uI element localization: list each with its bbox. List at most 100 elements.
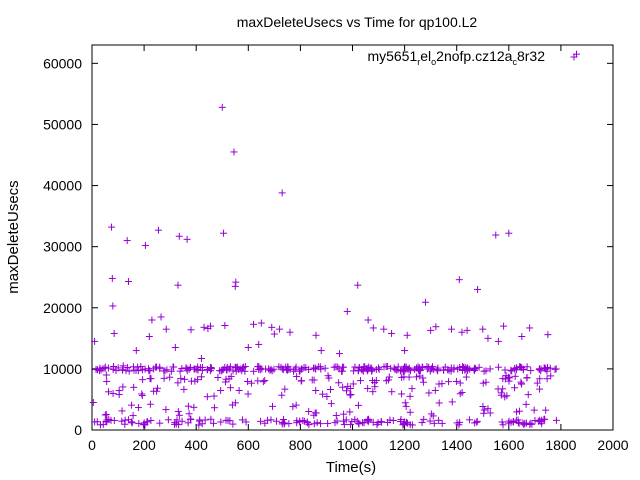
data-point xyxy=(162,325,170,333)
data-point xyxy=(92,365,100,373)
x-tick-label: 2000 xyxy=(597,437,628,453)
data-point xyxy=(232,278,240,286)
y-tick-label: 10000 xyxy=(43,361,82,377)
data-point xyxy=(214,373,222,381)
data-point xyxy=(346,421,354,429)
data-point xyxy=(471,419,479,427)
data-point xyxy=(244,377,252,385)
data-point xyxy=(103,418,111,426)
data-point xyxy=(160,367,168,375)
plot-area xyxy=(91,44,614,431)
data-point xyxy=(430,419,438,427)
data-point xyxy=(543,375,551,383)
data-point xyxy=(354,401,362,409)
data-point xyxy=(135,419,143,427)
data-point xyxy=(162,406,170,414)
x-tick-label: 0 xyxy=(88,437,96,453)
data-point xyxy=(415,364,423,372)
data-point xyxy=(226,417,234,425)
data-point xyxy=(432,323,440,331)
data-point xyxy=(501,366,509,374)
data-point xyxy=(445,378,453,386)
data-point xyxy=(421,298,429,306)
data-point xyxy=(515,407,523,415)
data-point xyxy=(402,402,410,410)
data-point xyxy=(378,418,386,426)
data-point xyxy=(140,421,148,429)
data-point xyxy=(244,390,252,398)
data-point xyxy=(114,364,122,372)
data-point xyxy=(268,367,276,375)
data-point xyxy=(259,378,267,386)
data-point xyxy=(536,375,544,383)
data-point xyxy=(128,401,136,409)
data-point xyxy=(512,416,520,424)
data-point xyxy=(187,326,195,334)
data-point xyxy=(174,379,182,387)
data-point xyxy=(504,373,512,381)
data-point xyxy=(193,365,201,373)
data-point xyxy=(523,374,531,382)
data-point xyxy=(250,367,258,375)
data-point xyxy=(226,384,234,392)
data-point xyxy=(210,392,218,400)
data-point xyxy=(499,375,507,383)
x-tick-label: 600 xyxy=(237,437,261,453)
data-point xyxy=(458,388,466,396)
data-point xyxy=(321,364,329,372)
data-point xyxy=(355,420,363,428)
data-point xyxy=(356,377,364,385)
data-point xyxy=(412,373,420,381)
data-point xyxy=(416,372,424,380)
data-point xyxy=(244,344,252,351)
data-point xyxy=(368,367,376,375)
data-point xyxy=(508,367,516,375)
data-point xyxy=(164,416,172,424)
y-tick-label: 60000 xyxy=(43,55,82,71)
data-point xyxy=(531,417,539,425)
data-point xyxy=(110,329,118,337)
data-point xyxy=(278,189,286,197)
data-point xyxy=(511,372,519,380)
data-point xyxy=(480,409,488,417)
data-point xyxy=(484,405,492,413)
data-point xyxy=(119,362,127,370)
data-point xyxy=(536,385,544,393)
data-point xyxy=(185,365,193,373)
data-point xyxy=(118,407,126,415)
data-point xyxy=(486,409,494,417)
data-point xyxy=(497,391,505,399)
data-point xyxy=(519,365,527,373)
data-point xyxy=(105,388,113,396)
x-axis-label: Time(s) xyxy=(326,459,376,476)
data-point xyxy=(278,418,286,426)
y-axis-label: maxDeleteUsecs xyxy=(5,180,22,293)
data-point xyxy=(156,419,164,427)
x-tick-label: 1200 xyxy=(389,437,420,453)
data-point xyxy=(385,373,393,381)
data-point xyxy=(544,331,552,339)
y-axis: 0 10000 20000 30000 40000 50000 60000 xyxy=(43,55,613,438)
data-point xyxy=(396,367,404,375)
x-tick-label: 400 xyxy=(185,437,209,453)
data-point xyxy=(127,418,135,426)
data-point xyxy=(146,400,154,408)
data-point xyxy=(292,401,300,409)
data-point xyxy=(167,367,175,375)
data-point xyxy=(518,333,526,340)
data-point xyxy=(419,378,427,386)
data-point xyxy=(364,384,372,392)
data-point xyxy=(484,334,492,342)
data-point xyxy=(221,322,229,329)
data-point xyxy=(101,411,109,419)
data-point xyxy=(546,364,554,372)
data-point xyxy=(218,103,226,111)
data-point xyxy=(486,365,494,373)
data-point xyxy=(338,367,346,375)
data-point xyxy=(115,387,123,395)
data-point xyxy=(520,421,528,429)
data-point xyxy=(225,365,233,373)
data-point xyxy=(369,324,377,332)
data-point xyxy=(369,418,377,426)
data-point xyxy=(210,404,218,412)
